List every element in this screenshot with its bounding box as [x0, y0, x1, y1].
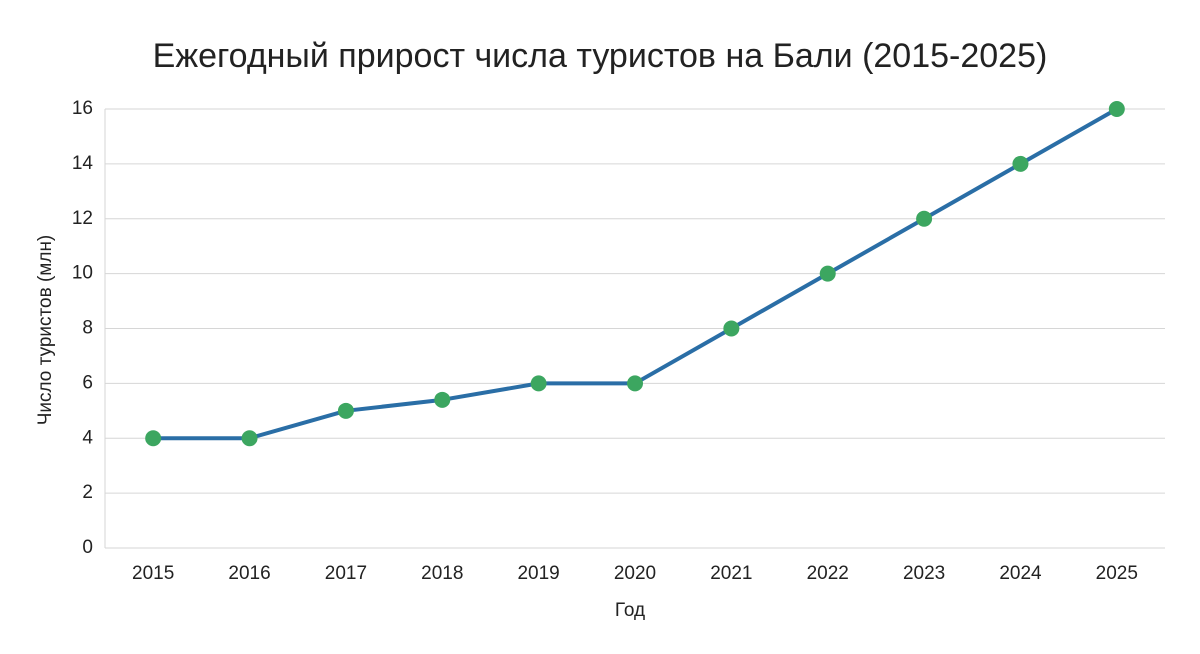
- x-tick-label: 2021: [710, 563, 752, 584]
- x-tick-label: 2023: [903, 563, 945, 584]
- x-tick-label: 2025: [1096, 563, 1138, 584]
- y-tick-label: 2: [82, 482, 93, 503]
- point: [145, 430, 162, 447]
- y-tick-label: 14: [72, 153, 94, 174]
- y-tick-label: 4: [82, 427, 93, 448]
- y-tick-label: 10: [72, 263, 93, 284]
- point: [1012, 155, 1029, 172]
- point: [337, 402, 354, 419]
- y-tick-label: 8: [82, 318, 93, 339]
- x-tick-label: 2024: [999, 563, 1042, 584]
- x-tick-label: 2019: [517, 563, 559, 584]
- x-axis-label: Год: [615, 600, 645, 621]
- chart-title: Ежегодный прирост числа туристов на Бали…: [153, 37, 1048, 75]
- y-tick-label: 16: [72, 98, 93, 119]
- point: [434, 391, 451, 408]
- x-tick-label: 2022: [807, 563, 849, 584]
- y-tick-label: 6: [82, 372, 93, 393]
- point: [819, 265, 836, 282]
- y-tick-label: 12: [72, 208, 93, 229]
- y-tick-label: 0: [82, 537, 93, 558]
- point: [723, 320, 740, 337]
- x-tick-label: 2020: [614, 563, 656, 584]
- point: [627, 375, 643, 392]
- point: [1108, 101, 1125, 117]
- x-tick-label: 2017: [325, 563, 367, 584]
- x-tick-label: 2016: [228, 563, 270, 584]
- point: [530, 375, 547, 392]
- y-axis-label: Число туристов (млн): [35, 235, 56, 426]
- x-tick-label: 2018: [421, 563, 463, 584]
- point: [916, 210, 933, 227]
- x-tick-label: 2015: [132, 563, 174, 584]
- point: [241, 430, 258, 447]
